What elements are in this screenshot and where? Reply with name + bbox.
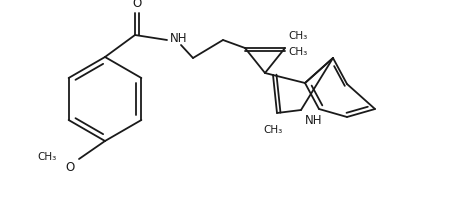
- Text: NH: NH: [305, 114, 322, 127]
- Text: CH₃: CH₃: [288, 47, 307, 57]
- Text: CH₃: CH₃: [263, 125, 283, 135]
- Text: CH₃: CH₃: [288, 31, 307, 41]
- Text: O: O: [132, 0, 142, 10]
- Text: O: O: [66, 161, 75, 174]
- Text: NH: NH: [170, 32, 187, 46]
- Text: CH₃: CH₃: [38, 152, 57, 162]
